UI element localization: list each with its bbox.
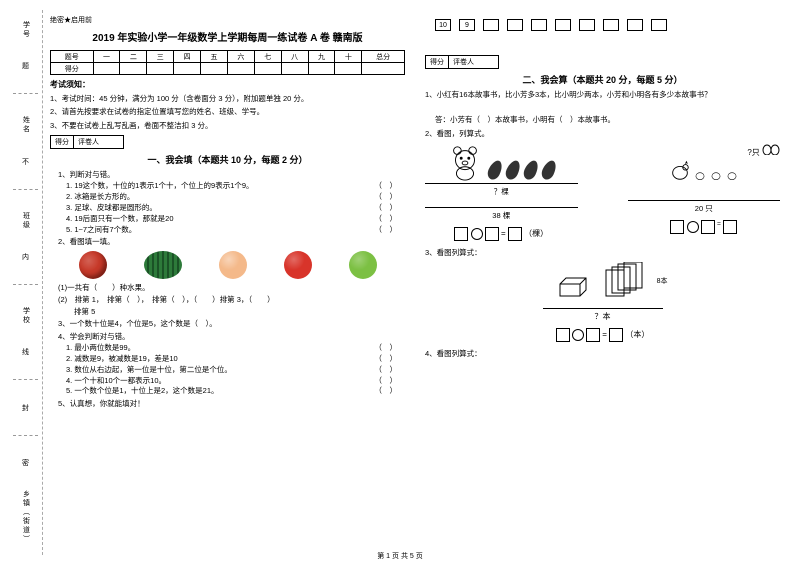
q2-lead: 2、看图，列算式。	[425, 128, 780, 139]
side-label: 乡镇（街道）	[21, 490, 31, 544]
q1-item: 4. 19后面只有一个数，那就是20（ ）	[66, 214, 405, 225]
chick-icon	[693, 168, 707, 182]
q2-1: (1)一共有（ ）种水果。	[58, 282, 405, 293]
dash	[13, 93, 38, 94]
watermelon-icon	[144, 251, 182, 279]
page-footer: 第 1 页 共 5 页	[0, 551, 800, 561]
peach-icon	[219, 251, 247, 279]
q1-lead: 1、判断对与错。	[58, 169, 405, 180]
notice-item: 3、不要在试卷上乱写乱画，卷面不整洁扣 3 分。	[50, 120, 405, 131]
book-stack-icon	[600, 262, 650, 302]
notice-item: 2、请首先按要求在试卷的指定位置填写您的姓名、班级、学号。	[50, 106, 405, 117]
num-boxes: 109	[435, 19, 780, 31]
dash	[13, 379, 38, 380]
score-table: 题号一二三四五六七八九十总分 得分	[50, 50, 405, 75]
dash-txt: 封	[22, 403, 29, 413]
leaf-icon	[540, 158, 559, 181]
leaf-icon	[522, 158, 541, 181]
dash-txt: 题	[22, 61, 29, 71]
q2-lead: 2、看图填一填。	[58, 236, 405, 247]
q3-q: ？本	[543, 308, 663, 322]
leaf-icon	[504, 158, 523, 181]
leaf-icon	[486, 158, 505, 181]
chick-icon	[725, 168, 739, 182]
q5: 5、认真想，你就能填对！	[58, 398, 405, 409]
eraser-icon	[556, 270, 596, 304]
q4-item: 4. 一个十和10个一都表示10。（ ）	[66, 376, 405, 387]
q4-lead: 4、学会判断对与错。	[58, 331, 405, 342]
calc-right: ?只 20 只 =	[628, 143, 781, 241]
side-label: 学校	[21, 307, 31, 325]
notice-head: 考试须知：	[50, 79, 405, 90]
confidential: 绝密★启用前	[50, 15, 405, 25]
side-label: 学号	[21, 21, 31, 39]
apple-icon	[284, 251, 312, 279]
dash	[13, 284, 38, 285]
eq-right: =	[628, 220, 781, 234]
fold-line	[42, 10, 43, 555]
dash-txt: 内	[22, 252, 29, 262]
dash	[13, 189, 38, 190]
tomato-icon	[79, 251, 107, 279]
fruit-row	[50, 251, 405, 279]
calc-left: ？棵 38 棵 = （棵）	[425, 143, 578, 241]
eq-left: = （棵）	[425, 227, 578, 241]
egg-icon	[762, 143, 780, 155]
score-box: 得分评卷人	[425, 55, 780, 69]
q4-item: 1. 最小两位数是99。（ ）	[66, 343, 405, 354]
val-8: 8本	[657, 276, 668, 286]
q2-2: (2) 排第 1， 排第（ ）， 排第（ ），（ ）排第 3，（ ）	[58, 294, 405, 305]
chick-icon	[709, 168, 723, 182]
q4-item: 5. 一个数个位是1，十位上是2，这个数是21。（ ）	[66, 386, 405, 397]
eq-3: = （本）	[425, 328, 780, 342]
bear-icon	[446, 143, 484, 181]
q1-item: 1. 19这个数，十位的1表示1个十，个位上的9表示1个9。（ ）	[66, 181, 405, 192]
exam-title: 2019 年实验小学一年级数学上学期每周一练试卷 A 卷 赣南版	[50, 29, 405, 44]
dash	[13, 435, 38, 436]
dash-txt: 线	[22, 347, 29, 357]
q1-text: 1、小红有16本故事书，比小芳多3本，比小明少两本，小芳和小明各有多少本故事书？	[425, 89, 780, 100]
hen-icon	[669, 160, 691, 182]
q4-item: 2. 减数是9，被减数是19，差是10（ ）	[66, 354, 405, 365]
q3: 3、一个数十位是4，个位是5，这个数是（ ）。	[58, 318, 405, 329]
side-label: 姓名	[21, 116, 31, 134]
sec1-title: 一、我会填（本题共 10 分，每题 2 分）	[50, 153, 405, 166]
side-label: 班级	[21, 212, 31, 230]
q1-ans: 答：小芳有（ ）本故事书，小明有（ ）本故事书。	[435, 114, 780, 125]
val-38: 38 棵	[425, 210, 578, 221]
q1-item: 3. 足球、皮球都是圆形的。（ ）	[66, 203, 405, 214]
q1-item: 5. 1~7之间有7个数。（ ）	[66, 225, 405, 236]
q1-item: 2. 冰箱是长方形的。（ ）	[66, 192, 405, 203]
q4-lead: 4、看图列算式：	[425, 348, 780, 359]
q3-lead: 3、看图列算式：	[425, 247, 780, 258]
val-20: 20 只	[628, 203, 781, 214]
notice-item: 1、考试时间：45 分钟，满分为 100 分（含卷面分 3 分），附加题单独 2…	[50, 93, 405, 104]
dash-txt: 密	[22, 458, 29, 468]
lime-icon	[349, 251, 377, 279]
score-box: 得分评卷人	[50, 135, 405, 149]
dash-txt: 不	[22, 157, 29, 167]
q-mark: ？棵	[425, 186, 578, 197]
eraser-group: 8本	[425, 262, 780, 304]
sec2-title: 二、我会算（本题共 20 分，每题 5 分）	[425, 73, 780, 86]
q2-2b: 排第 5	[74, 306, 405, 317]
q4-item: 3. 数位从右边起，第一位是十位，第二位是个位。（ ）	[66, 365, 405, 376]
